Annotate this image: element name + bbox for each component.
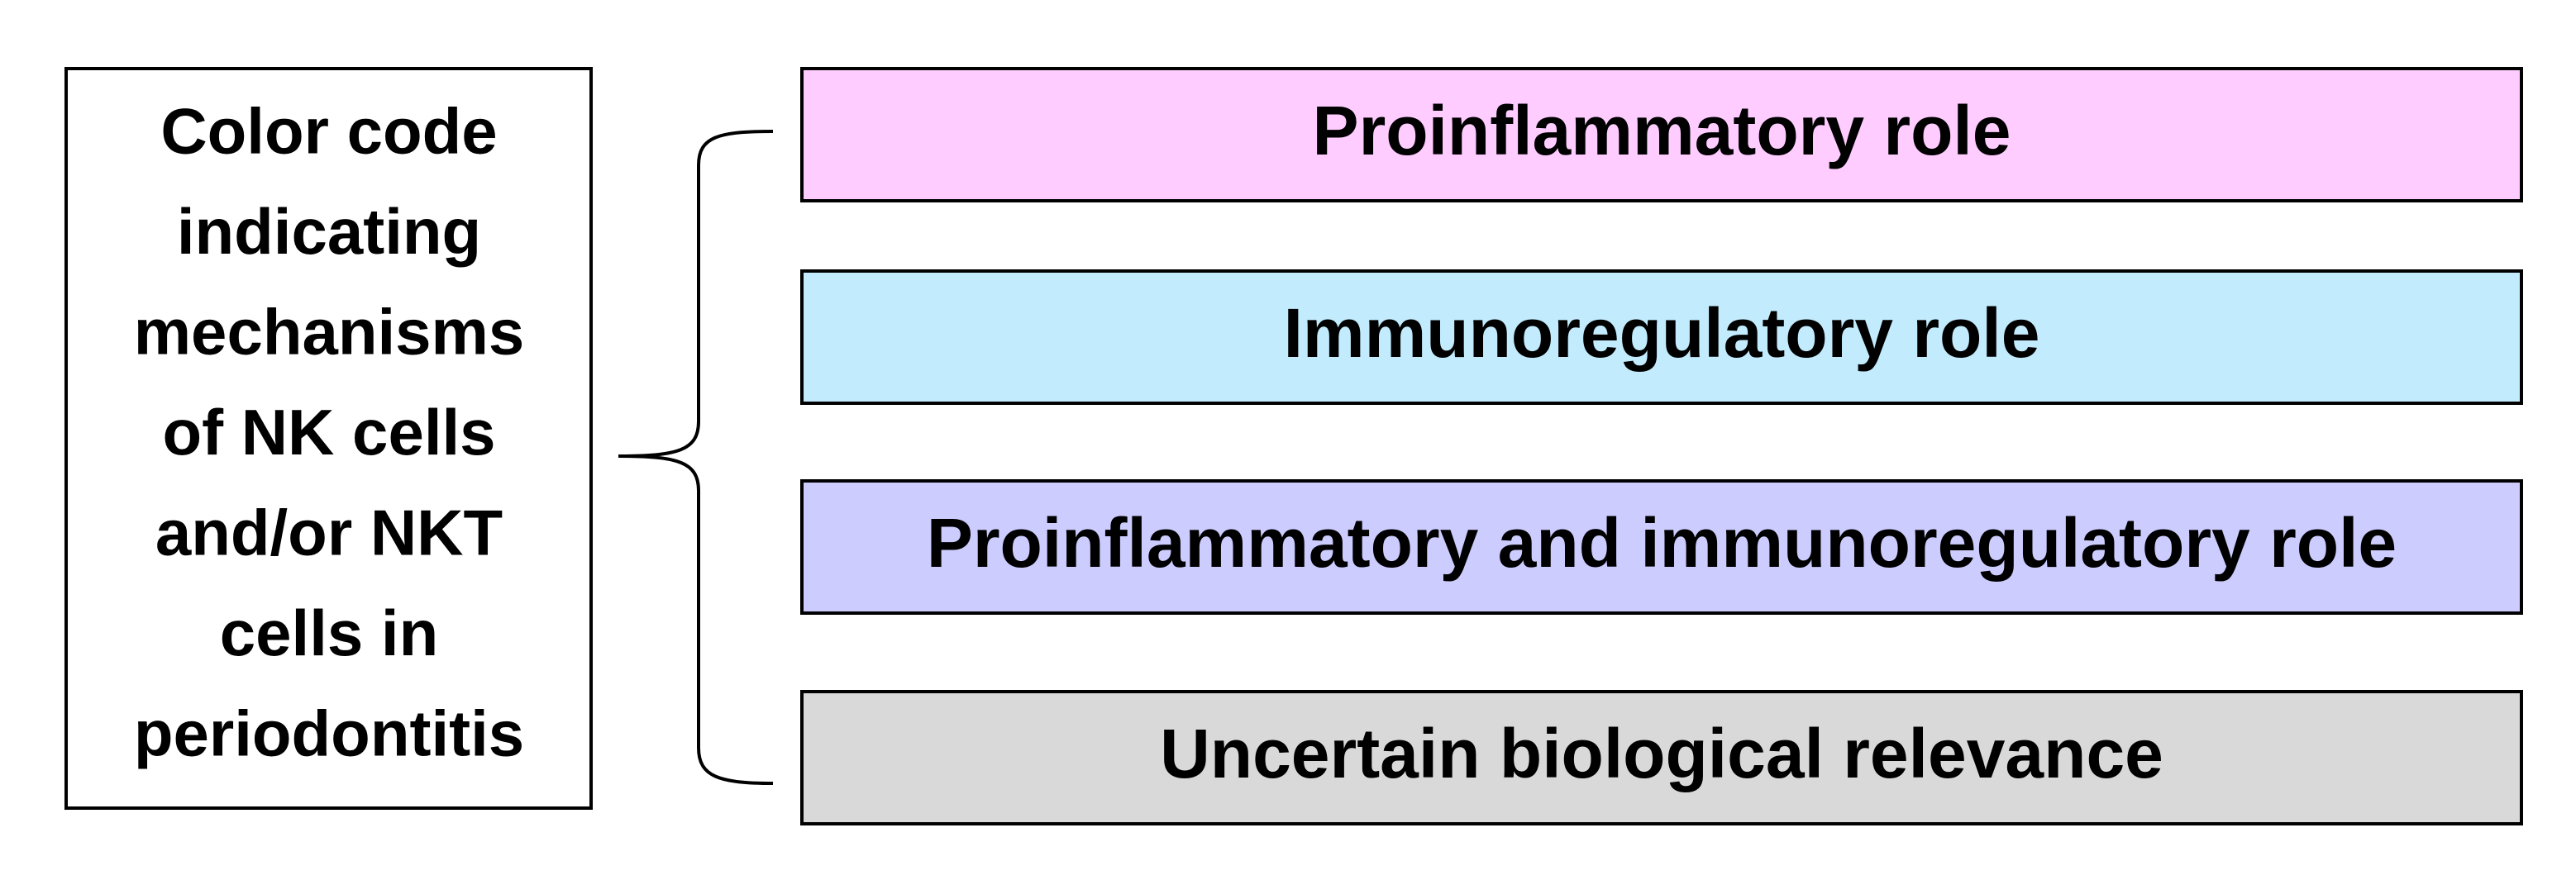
brace xyxy=(618,130,774,785)
legend-text: Color code xyxy=(160,95,497,168)
legend-text: mechanisms xyxy=(134,296,525,369)
color-bar xyxy=(800,67,2523,202)
legend-box xyxy=(64,67,593,810)
color-bar-label: Proinflammatory and immunoregulatory rol… xyxy=(927,504,2397,582)
color-bar xyxy=(800,479,2523,615)
legend-text: periodontitis xyxy=(134,697,524,770)
color-bar-label: Uncertain biological relevance xyxy=(1160,715,2163,792)
color-bar xyxy=(800,269,2523,405)
legend-text: and/or NKT xyxy=(155,497,503,569)
legend-text: cells in xyxy=(220,597,438,669)
color-bar xyxy=(800,690,2523,825)
color-bar-label: Immunoregulatory role xyxy=(1284,294,2040,372)
legend-text: indicating xyxy=(177,195,481,268)
color-bar-label: Proinflammatory role xyxy=(1313,92,2011,169)
legend-text: of NK cells xyxy=(162,396,495,469)
